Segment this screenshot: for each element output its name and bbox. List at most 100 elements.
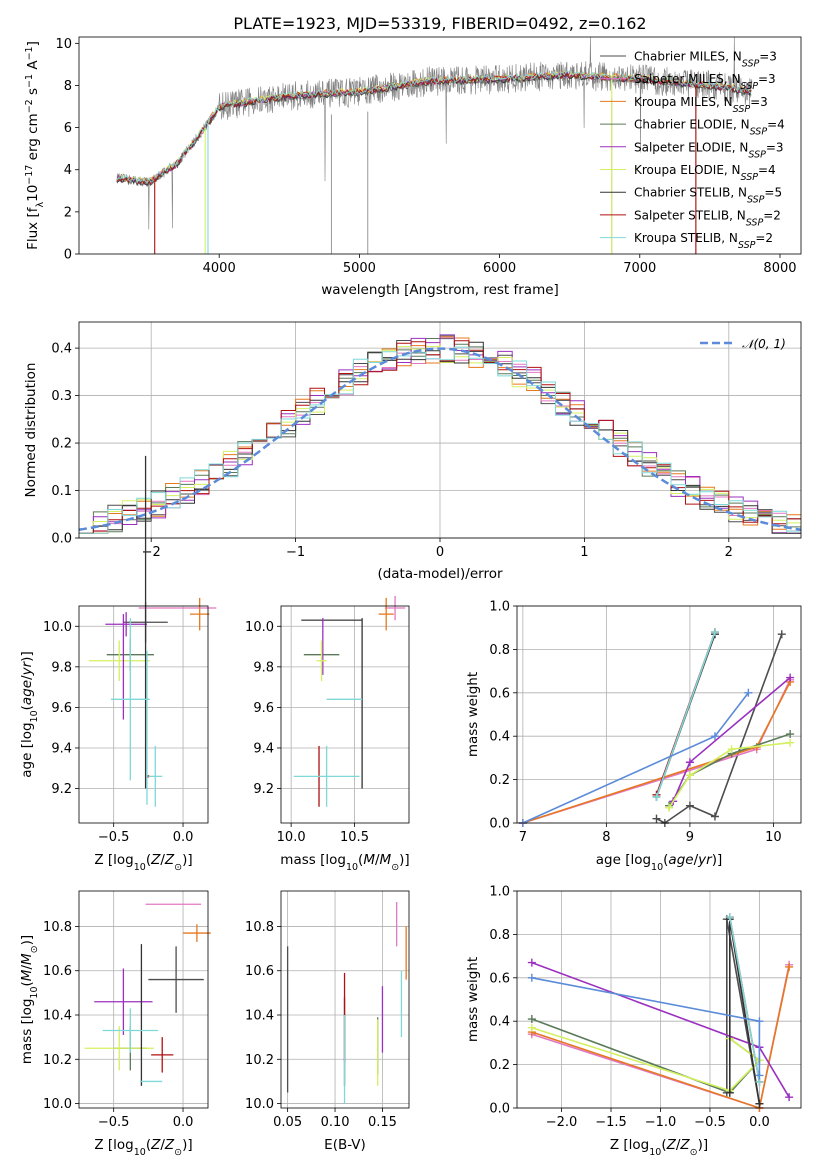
label-part: ⊙ bbox=[174, 862, 182, 873]
label-part: ⊙ bbox=[29, 945, 40, 953]
label-part: 10 bbox=[29, 986, 40, 998]
residual-histogram bbox=[79, 340, 801, 534]
label-part: Kroupa ELODIE, N bbox=[634, 163, 741, 177]
mass-weight-marker bbox=[527, 1023, 536, 1032]
label-part: 10 bbox=[134, 862, 146, 873]
x-tick-label: 1 bbox=[580, 545, 588, 560]
label-part: / bbox=[160, 852, 165, 868]
mass-weight-line bbox=[531, 1026, 761, 1092]
x-tick-label: 0.10 bbox=[321, 1115, 350, 1130]
y-tick-label: 10.6 bbox=[43, 964, 72, 979]
legend-entry-label: Kroupa ELODIE, NSSP=4 bbox=[634, 163, 776, 183]
label-part: / bbox=[160, 1137, 165, 1153]
label-part: −2 bbox=[24, 99, 35, 113]
label-part: M bbox=[19, 953, 35, 965]
label-part: ( bbox=[19, 981, 35, 986]
mass-weight-line bbox=[522, 679, 791, 824]
label-part: 10 bbox=[649, 1147, 661, 1158]
label-part: age [log bbox=[19, 722, 35, 777]
axes-frame bbox=[280, 890, 410, 1109]
residuals-panel: −2 −1 0 1 2 0.0 0.1 0.2 0.3 0.4 (data-model)/error… bbox=[23, 321, 802, 582]
label-part: Chabrier MILES, N bbox=[634, 50, 742, 64]
y-tick-label: 10 bbox=[55, 37, 72, 52]
label-part: Z bbox=[164, 1137, 175, 1153]
x-tick-label: −0.5 bbox=[98, 1115, 130, 1130]
figure-title: PLATE=1923, MJD=53319, FIBERID=0492, z=0… bbox=[233, 14, 646, 33]
mass-weight-line bbox=[729, 916, 761, 1083]
label-part: / bbox=[19, 675, 35, 680]
y-tick-label: 9.8 bbox=[253, 660, 274, 675]
mass-weight-line bbox=[522, 681, 791, 824]
y-tick-label: 0.4 bbox=[489, 730, 510, 745]
x-tick-label: 7000 bbox=[623, 261, 656, 276]
label-part: M bbox=[380, 852, 392, 868]
mass-weight-marker bbox=[685, 758, 694, 767]
label-part: mass [log bbox=[19, 999, 35, 1065]
axes-frame bbox=[78, 321, 802, 539]
massweight-vs-Z-panel: −2.0 −1.5 −1.0 −0.5 0.0 0.0 0.2 0.4 0.6 0.8 1.0 Z [… bbox=[465, 885, 802, 1158]
mass-weight-marker bbox=[755, 1071, 764, 1080]
y-tick-label: 1.0 bbox=[489, 600, 510, 615]
label-part: 10 bbox=[134, 1147, 146, 1158]
label-part: Z bbox=[150, 852, 161, 868]
mass-weight-marker bbox=[755, 1017, 764, 1026]
label-part: SSP bbox=[742, 58, 760, 69]
label-part: Z bbox=[666, 1137, 677, 1153]
y-tick-label: 10.2 bbox=[245, 1053, 274, 1068]
axes-frame bbox=[78, 605, 209, 824]
x-tick-label: 5000 bbox=[343, 261, 376, 276]
y-tick-label: 0.4 bbox=[489, 1015, 510, 1030]
x-tick-label: 10.5 bbox=[340, 830, 369, 845]
mass-weight-marker bbox=[527, 973, 536, 982]
y-tick-label: 9.8 bbox=[51, 660, 72, 675]
label-part: M bbox=[363, 852, 375, 868]
label-part: M bbox=[19, 969, 35, 981]
x-tick-label: −2.0 bbox=[546, 1115, 578, 1130]
mass-weight-marker bbox=[665, 803, 674, 812]
label-part: Kroupa STELIB, N bbox=[634, 231, 738, 245]
legend-entry-label: Chabrier STELIB, NSSP=5 bbox=[634, 186, 782, 206]
residual-histogram bbox=[79, 334, 801, 534]
mass-weight-line bbox=[668, 741, 791, 809]
x-tick-label: 0.0 bbox=[173, 1115, 194, 1130]
label-part: Z [log bbox=[610, 1137, 649, 1153]
y-tick-label: 9.4 bbox=[253, 741, 274, 756]
y-tick-label: 10.6 bbox=[245, 964, 274, 979]
mass-weight-marker bbox=[652, 814, 661, 823]
label-part: Z bbox=[679, 1137, 690, 1153]
y-tick-label: 0.6 bbox=[489, 971, 510, 986]
label-part: ( bbox=[661, 1137, 666, 1153]
y-tick-label: 0.0 bbox=[489, 817, 510, 832]
x-axis-label: wavelength [Angstrom, rest frame] bbox=[321, 282, 559, 298]
label-part: ⊙ bbox=[174, 1147, 182, 1158]
x-tick-label: 10 bbox=[765, 830, 782, 845]
x-tick-label: 8 bbox=[602, 830, 610, 845]
axes-frame bbox=[78, 36, 802, 255]
y-tick-label: 6 bbox=[64, 121, 72, 136]
y-tick-label: 0.2 bbox=[51, 437, 72, 452]
x-tick-label: 0.15 bbox=[368, 1115, 397, 1130]
y-tick-label: 0.0 bbox=[489, 1102, 510, 1117]
label-part: =3 bbox=[759, 50, 777, 64]
label-part: / bbox=[19, 965, 35, 970]
label-part: Chabrier ELODIE, N bbox=[634, 118, 750, 132]
mass-weight-line bbox=[522, 692, 750, 824]
label-part: erg cm bbox=[25, 113, 41, 164]
legend-entry-label: Chabrier ELODIE, NSSP=4 bbox=[634, 118, 785, 138]
spectrum-model-line bbox=[116, 70, 752, 185]
label-part: s bbox=[25, 88, 41, 99]
label-part: =3 bbox=[758, 72, 776, 86]
y-tick-label: 9.4 bbox=[51, 741, 72, 756]
y-tick-label: 9.6 bbox=[253, 701, 274, 716]
label-part: age [log bbox=[596, 852, 651, 868]
mass-weight-marker bbox=[710, 812, 719, 821]
x-axis-label: age [log10(age/yr)] bbox=[596, 852, 722, 873]
x-tick-label: 6000 bbox=[483, 261, 516, 276]
label-part: mass [log bbox=[280, 852, 346, 868]
mass-weight-marker bbox=[777, 630, 786, 639]
label-part: SSP bbox=[741, 81, 759, 92]
x-axis-label: mass [log10(M/M⊙)] bbox=[280, 852, 409, 873]
label-part: =3 bbox=[766, 140, 784, 154]
